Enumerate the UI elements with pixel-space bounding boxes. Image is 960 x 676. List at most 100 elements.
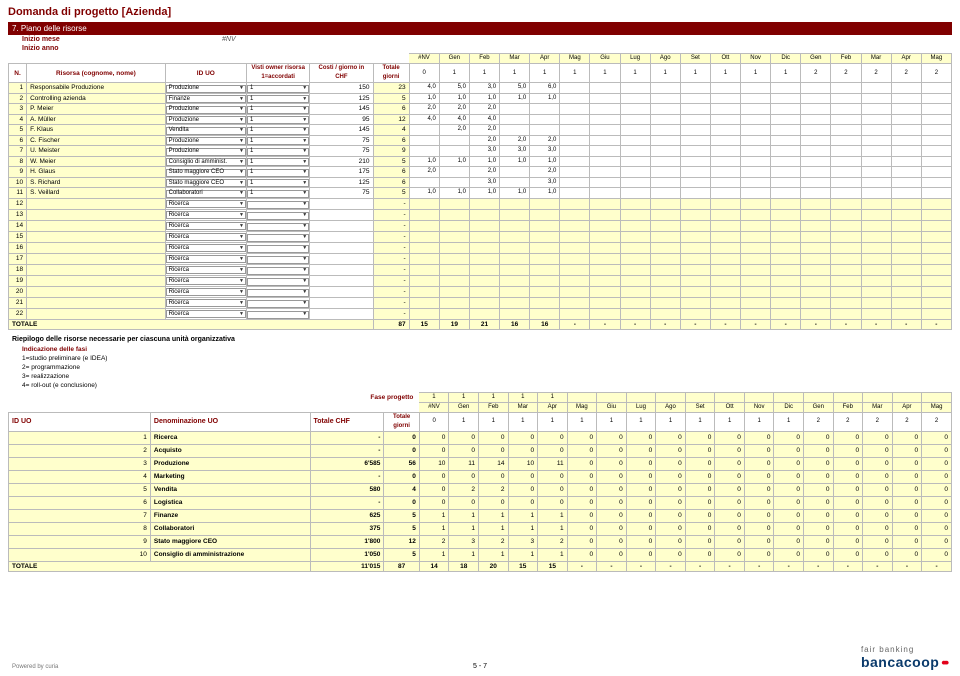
- day-cell[interactable]: [861, 198, 891, 209]
- day-cell[interactable]: [771, 275, 801, 286]
- day-cell[interactable]: [891, 125, 921, 136]
- uo-select[interactable]: Consiglio di amminist.▼: [165, 156, 246, 167]
- day-cell[interactable]: [771, 177, 801, 188]
- day-cell[interactable]: [650, 242, 680, 253]
- day-cell[interactable]: [650, 167, 680, 178]
- day-cell[interactable]: [409, 253, 439, 264]
- day-cell[interactable]: [500, 220, 530, 231]
- day-cell[interactable]: [921, 104, 951, 115]
- uo-select[interactable]: Ricerca▼: [165, 264, 246, 275]
- day-cell[interactable]: [560, 253, 590, 264]
- day-cell[interactable]: [831, 231, 861, 242]
- uo-select[interactable]: Ricerca▼: [165, 209, 246, 220]
- day-cell[interactable]: [500, 242, 530, 253]
- day-cell[interactable]: [710, 209, 740, 220]
- resource-name-cell[interactable]: [27, 231, 166, 242]
- day-cell[interactable]: [680, 264, 710, 275]
- day-cell[interactable]: 2,0: [530, 167, 560, 178]
- day-cell[interactable]: [560, 104, 590, 115]
- day-cell[interactable]: [891, 177, 921, 188]
- day-cell[interactable]: [801, 177, 831, 188]
- day-cell[interactable]: [620, 167, 650, 178]
- day-cell[interactable]: [710, 114, 740, 125]
- day-cell[interactable]: [590, 198, 620, 209]
- day-cell[interactable]: [560, 297, 590, 308]
- day-cell[interactable]: [921, 242, 951, 253]
- day-cell[interactable]: [650, 104, 680, 115]
- day-cell[interactable]: [650, 146, 680, 157]
- resource-name-cell[interactable]: [27, 198, 166, 209]
- visti-select[interactable]: 1▼: [246, 167, 309, 178]
- day-cell[interactable]: [921, 308, 951, 319]
- day-cell[interactable]: [560, 146, 590, 157]
- cost-cell[interactable]: [310, 264, 373, 275]
- day-cell[interactable]: [590, 264, 620, 275]
- day-cell[interactable]: [680, 231, 710, 242]
- uo-select[interactable]: Stato maggiore CEO▼: [165, 177, 246, 188]
- day-cell[interactable]: [741, 253, 771, 264]
- day-cell[interactable]: [650, 253, 680, 264]
- day-cell[interactable]: 1,0: [469, 156, 499, 167]
- day-cell[interactable]: [891, 156, 921, 167]
- day-cell[interactable]: [771, 297, 801, 308]
- day-cell[interactable]: [439, 209, 469, 220]
- day-cell[interactable]: [680, 135, 710, 146]
- day-cell[interactable]: [801, 93, 831, 104]
- day-cell[interactable]: [771, 156, 801, 167]
- day-cell[interactable]: 3,0: [500, 146, 530, 157]
- day-cell[interactable]: [680, 83, 710, 94]
- day-cell[interactable]: [590, 220, 620, 231]
- day-cell[interactable]: [710, 297, 740, 308]
- day-cell[interactable]: [861, 220, 891, 231]
- resource-name-cell[interactable]: U. Meister: [27, 146, 166, 157]
- day-cell[interactable]: 2,0: [439, 104, 469, 115]
- day-cell[interactable]: [741, 275, 771, 286]
- day-cell[interactable]: [771, 146, 801, 157]
- day-cell[interactable]: [710, 177, 740, 188]
- day-cell[interactable]: [891, 275, 921, 286]
- day-cell[interactable]: [831, 275, 861, 286]
- day-cell[interactable]: [590, 286, 620, 297]
- day-cell[interactable]: [620, 146, 650, 157]
- day-cell[interactable]: [650, 135, 680, 146]
- day-cell[interactable]: [831, 125, 861, 136]
- visti-select[interactable]: ▼: [246, 264, 309, 275]
- resource-name-cell[interactable]: [27, 242, 166, 253]
- day-cell[interactable]: [710, 198, 740, 209]
- day-cell[interactable]: [831, 198, 861, 209]
- day-cell[interactable]: [861, 209, 891, 220]
- cost-cell[interactable]: 75: [310, 135, 373, 146]
- day-cell[interactable]: [801, 242, 831, 253]
- day-cell[interactable]: [620, 177, 650, 188]
- day-cell[interactable]: [921, 220, 951, 231]
- day-cell[interactable]: [891, 286, 921, 297]
- day-cell[interactable]: [680, 286, 710, 297]
- day-cell[interactable]: [409, 198, 439, 209]
- day-cell[interactable]: [801, 297, 831, 308]
- day-cell[interactable]: [650, 198, 680, 209]
- cost-cell[interactable]: [310, 242, 373, 253]
- day-cell[interactable]: 2,0: [469, 167, 499, 178]
- day-cell[interactable]: [831, 297, 861, 308]
- day-cell[interactable]: 1,0: [530, 156, 560, 167]
- day-cell[interactable]: 1,0: [500, 93, 530, 104]
- day-cell[interactable]: [741, 264, 771, 275]
- day-cell[interactable]: [439, 286, 469, 297]
- day-cell[interactable]: [741, 188, 771, 199]
- day-cell[interactable]: 2,0: [469, 135, 499, 146]
- day-cell[interactable]: [409, 209, 439, 220]
- day-cell[interactable]: [590, 275, 620, 286]
- day-cell[interactable]: [921, 231, 951, 242]
- day-cell[interactable]: [620, 125, 650, 136]
- day-cell[interactable]: [921, 167, 951, 178]
- day-cell[interactable]: [801, 308, 831, 319]
- day-cell[interactable]: [921, 297, 951, 308]
- day-cell[interactable]: [560, 286, 590, 297]
- day-cell[interactable]: [409, 286, 439, 297]
- day-cell[interactable]: [801, 188, 831, 199]
- day-cell[interactable]: [801, 146, 831, 157]
- day-cell[interactable]: [530, 198, 560, 209]
- day-cell[interactable]: [680, 125, 710, 136]
- day-cell[interactable]: [620, 114, 650, 125]
- visti-select[interactable]: ▼: [246, 308, 309, 319]
